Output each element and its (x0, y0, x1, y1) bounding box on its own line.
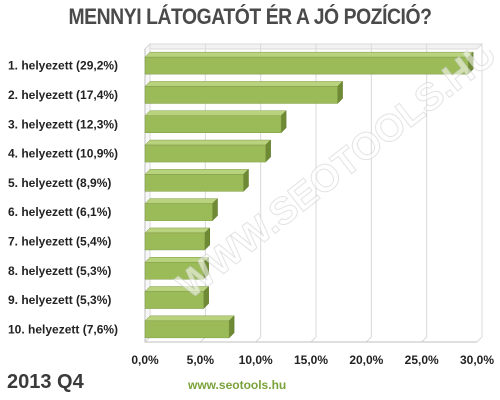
bar (144, 115, 282, 133)
bar-top (144, 227, 211, 234)
category-label: 2. helyezett (17,4%) (8, 88, 118, 102)
category-label: 6. helyezett (6,1%) (8, 205, 111, 219)
bar-top (144, 110, 287, 116)
bar-top (144, 315, 235, 322)
bar-top (144, 286, 210, 292)
bar-top (144, 169, 250, 175)
bar (144, 144, 266, 163)
bar-top (144, 81, 344, 87)
x-tick-label: 20,0% (349, 353, 383, 367)
gridline-floor (476, 336, 483, 343)
category-label: 10. helyezett (7,6%) (8, 322, 118, 336)
gridline-floor (255, 336, 262, 343)
category-label: 9. helyezett (5,3%) (8, 293, 111, 307)
bar (144, 262, 204, 280)
chart-title: MENNYI LÁTOGATÓT ÉR A JÓ POZÍCIÓ? (68, 4, 432, 29)
category-label: 5. helyezett (8,9%) (8, 176, 111, 190)
bar (144, 86, 338, 104)
x-tick-label: 25,0% (405, 353, 439, 367)
category-label: 3. helyezett (12,3%) (8, 117, 118, 131)
gridline-floor (421, 336, 428, 343)
x-tick-label: 15,0% (294, 353, 328, 367)
gridline-floor (365, 336, 372, 343)
bar (144, 320, 230, 339)
bar-top (144, 257, 210, 263)
category-label: 8. helyezett (5,3%) (8, 264, 111, 278)
category-label: 1. helyezett (29,2%) (8, 59, 118, 73)
bar (144, 291, 204, 309)
x-tick-label: 10,0% (239, 353, 273, 367)
gridline-floor (310, 336, 317, 343)
x-tick-label: 30,0% (460, 353, 494, 367)
category-label: 4. helyezett (10,9%) (8, 147, 118, 161)
bar-top (144, 139, 272, 146)
x-tick-label: 5,0% (187, 353, 215, 367)
bar (144, 56, 469, 75)
bar-top (144, 51, 474, 58)
bar (144, 203, 213, 221)
bar (144, 174, 244, 192)
x-tick-label: 0,0% (131, 353, 159, 367)
category-label: 7. helyezett (5,4%) (8, 234, 111, 248)
bar (144, 232, 206, 251)
site-link[interactable]: www.seotools.hu (188, 378, 287, 392)
bar-top (144, 198, 219, 204)
plot-top-edge (143, 43, 484, 50)
period-label: 2013 Q4 (7, 371, 84, 393)
